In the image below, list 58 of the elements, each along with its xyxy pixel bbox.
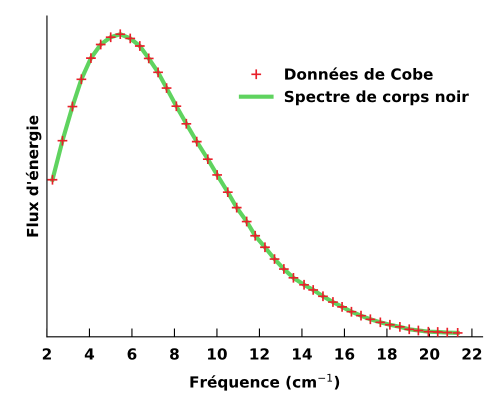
- point: [95, 38, 106, 50]
- x-tick-label: 14: [293, 348, 312, 360]
- point: [249, 230, 261, 242]
- point: [317, 290, 329, 302]
- x-tick-label: 22: [462, 348, 482, 360]
- x-axis-title: Fréquence (cm$^{−1}$): [190, 374, 340, 391]
- point: [66, 100, 78, 112]
- point: [114, 28, 126, 40]
- point: [384, 319, 396, 330]
- x-tick-label: 8: [170, 348, 179, 360]
- x-tick-label: 10: [208, 348, 227, 360]
- x-tick-label: 4: [84, 348, 94, 360]
- point: [442, 326, 453, 337]
- point: [143, 52, 154, 64]
- point: [278, 263, 290, 275]
- legend-label: Spectre de corps noir: [284, 90, 469, 106]
- x-tick-label: 18: [378, 348, 397, 360]
- point: [355, 310, 367, 322]
- point: [202, 153, 214, 165]
- point: [432, 326, 444, 337]
- point: [298, 279, 310, 290]
- point: [134, 40, 146, 52]
- point: [191, 136, 202, 148]
- point: [288, 272, 300, 284]
- point: [46, 174, 58, 186]
- point: [170, 100, 182, 112]
- point: [412, 324, 424, 336]
- legend-label: Données de Cobe: [285, 67, 433, 80]
- x-tick-label: 20: [420, 348, 440, 360]
- point: [308, 284, 319, 296]
- point: [404, 324, 415, 335]
- point: [222, 186, 234, 198]
- point: [211, 169, 223, 181]
- point: [152, 66, 164, 78]
- point: [76, 74, 88, 85]
- point: [394, 321, 406, 333]
- point: [231, 202, 242, 214]
- point: [268, 253, 280, 265]
- point: [105, 32, 116, 43]
- x-tick-label: 6: [128, 348, 136, 360]
- point: [124, 32, 136, 44]
- point: [422, 326, 434, 337]
- x-tick-label: 2: [42, 348, 51, 360]
- point: [327, 296, 339, 308]
- x-tick-label: 12: [250, 348, 269, 360]
- point: [259, 242, 271, 253]
- point: [240, 216, 252, 228]
- point: [452, 327, 464, 337]
- y-axis-title: Flux d'énergie: [26, 116, 42, 237]
- x-tick-label: 16: [336, 348, 354, 360]
- point: [85, 52, 97, 64]
- point: [346, 306, 358, 318]
- point: [160, 82, 172, 94]
- point: [180, 118, 192, 130]
- point: [374, 316, 386, 328]
- point: [336, 301, 348, 313]
- point: [56, 135, 68, 146]
- point: [364, 314, 376, 325]
